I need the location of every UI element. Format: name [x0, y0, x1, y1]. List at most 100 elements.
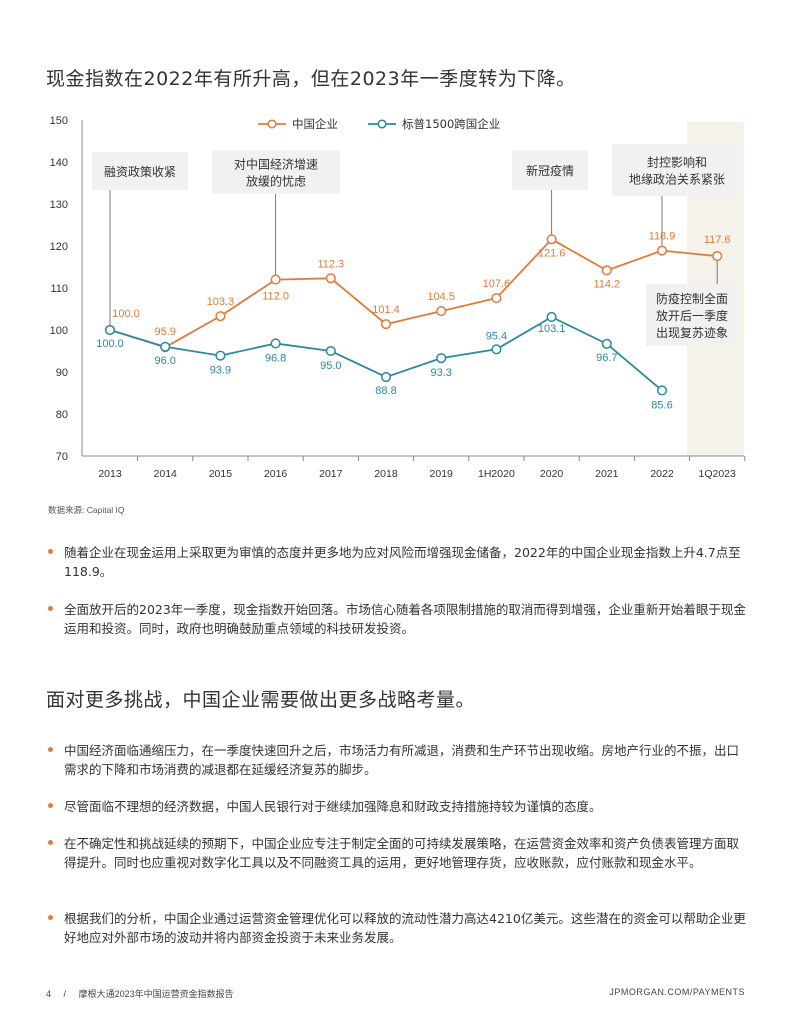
data-label: 95.0	[320, 360, 341, 372]
report-name: 摩根大通2023年中国运营资金指数报告	[78, 989, 234, 999]
data-label: 96.7	[596, 352, 617, 364]
bullet-dot	[48, 840, 53, 845]
y-tick-label: 80	[56, 409, 68, 421]
series-line	[109, 238, 718, 349]
data-source: 数据来源: Capital IQ	[48, 505, 125, 515]
data-label: 103.3	[207, 296, 235, 308]
data-point	[546, 234, 557, 245]
data-label: 85.6	[651, 399, 672, 411]
data-label: 93.3	[430, 367, 451, 379]
bullet-text: 全面放开后的2023年一季度，现金指数开始回落。市场信心随着各项限制措施的取消而…	[64, 602, 746, 636]
data-point	[491, 344, 502, 355]
data-point	[656, 385, 668, 396]
data-label: 117.6	[704, 234, 731, 246]
legend-label: 中国企业	[292, 117, 338, 131]
data-point	[712, 251, 723, 262]
annotation-text: 出现复苏迹象	[656, 326, 728, 340]
bullet-dot	[48, 915, 53, 920]
data-point	[160, 341, 171, 352]
data-label: 114.2	[593, 278, 620, 290]
y-tick-label: 130	[50, 199, 68, 211]
x-tick-label: 2018	[374, 468, 398, 480]
page-number: 4	[46, 989, 52, 999]
x-tick-label: 2017	[319, 468, 343, 480]
data-label: 121.6	[538, 247, 566, 259]
y-tick-label: 90	[56, 367, 68, 379]
bullet-text: 根据我们的分析，中国企业通过运营资金管理优化可以释放的流动性潜力高达4210亿美…	[64, 911, 746, 945]
data-label: 103.1	[538, 323, 566, 335]
bullet-text: 在不确定性和挑战延续的预期下，中国企业应专注于制定全面的可持续发展策略，在运营资…	[64, 836, 740, 870]
bullet-dot	[48, 549, 53, 554]
y-tick-label: 110	[50, 283, 68, 295]
data-point	[104, 324, 116, 336]
data-point	[601, 338, 612, 349]
data-label: 88.8	[375, 385, 396, 397]
bullet-dot	[48, 606, 53, 611]
data-point	[436, 306, 447, 317]
y-tick-label: 70	[56, 451, 68, 463]
data-label: 112.0	[262, 291, 289, 303]
bullet-dot	[48, 803, 53, 808]
data-label: 100.0	[112, 308, 140, 320]
annotation-text: 放缓的忧虑	[246, 174, 306, 189]
data-label: 96.0	[154, 355, 175, 367]
x-tick-label: 1Q2023	[699, 468, 737, 480]
data-point	[325, 345, 336, 357]
bullet-dot	[48, 747, 53, 752]
footer-website[interactable]: JPMORGAN.COM/PAYMENTS	[609, 987, 745, 997]
x-tick-label: 2016	[264, 468, 288, 480]
data-point	[380, 319, 392, 330]
x-tick-label: 2020	[540, 468, 564, 480]
data-point	[215, 350, 226, 361]
annotation-text: 放开后一季度	[656, 308, 728, 323]
data-label: 104.5	[427, 291, 455, 303]
footer-left: 4 / 摩根大通2023年中国运营资金指数报告	[46, 987, 234, 1000]
annotation-text: 新冠疫情	[526, 163, 574, 178]
bullet-bottom-4: 根据我们的分析，中国企业通过运营资金管理优化可以释放的流动性潜力高达4210亿美…	[48, 909, 748, 947]
bullet-top-1: 随着企业在现金运用上采取更为审慎的态度并更多地为应对风险而增强现金储备，2022…	[48, 543, 748, 581]
data-point	[656, 245, 668, 256]
data-label: 95.4	[486, 330, 507, 342]
data-point	[215, 311, 226, 322]
data-label: 95.9	[154, 326, 175, 338]
x-tick-label: 2022	[650, 468, 674, 480]
bullet-bottom-2: 尽管面临不理想的经济数据，中国人民银行对于继续加强降息和财政支持措施持较为谨慎的…	[48, 797, 748, 816]
data-label: 101.4	[372, 304, 400, 316]
x-tick-label: 1H2020	[478, 468, 515, 480]
data-point	[380, 371, 392, 383]
footer-separator: /	[63, 989, 67, 999]
bullet-top-2: 全面放开后的2023年一季度，现金指数开始回落。市场信心随着各项限制措施的取消而…	[48, 600, 748, 638]
section-title-challenges: 面对更多挑战，中国企业需要做出更多战略考量。	[46, 689, 476, 711]
legend-swatch-marker	[377, 119, 387, 129]
legend-swatch-marker	[267, 119, 277, 129]
data-label: 107.6	[483, 278, 511, 290]
x-tick-label: 2015	[209, 468, 233, 480]
bullet-text: 尽管面临不理想的经济数据，中国人民银行对于继续加强降息和财政支持措施持较为谨慎的…	[64, 799, 602, 814]
section-title-cash-index: 现金指数在2022年有所升高，但在2023年一季度转为下降。	[46, 68, 576, 90]
annotation-text: 融资政策收紧	[104, 165, 176, 179]
data-point	[546, 311, 557, 323]
line-chart: 70 80 90 100 110 120 130 140 150 2013 2014 2015 201…	[50, 115, 746, 480]
data-point	[491, 293, 502, 304]
annotation-box	[212, 150, 340, 194]
bullet-bottom-3: 在不确定性和挑战延续的预期下，中国企业应专注于制定全面的可持续发展策略，在运营资…	[48, 834, 748, 872]
annotation-box	[612, 144, 742, 196]
annotation-box	[512, 150, 588, 190]
x-tick-label: 2019	[430, 468, 454, 480]
data-point	[270, 338, 281, 349]
annotation-box	[646, 284, 738, 346]
y-tick-label: 120	[50, 241, 68, 253]
annotation-text: 地缘政治关系紧张	[629, 173, 725, 187]
data-label: 96.8	[265, 352, 286, 364]
annotation-text: 封控影响和	[647, 155, 707, 170]
annotation-text: 对中国经济增速	[234, 157, 318, 172]
data-label: 118.9	[649, 231, 676, 243]
annotation-text: 防疫控制全面	[656, 291, 728, 306]
y-tick-label: 100	[50, 325, 68, 337]
y-tick-label: 150	[50, 115, 68, 127]
y-tick-label: 140	[50, 157, 68, 169]
data-label: 100.0	[96, 338, 124, 350]
data-label: 112.3	[317, 258, 344, 270]
legend-label: 标普1500跨国企业	[402, 117, 500, 131]
annotation-box	[92, 152, 188, 190]
